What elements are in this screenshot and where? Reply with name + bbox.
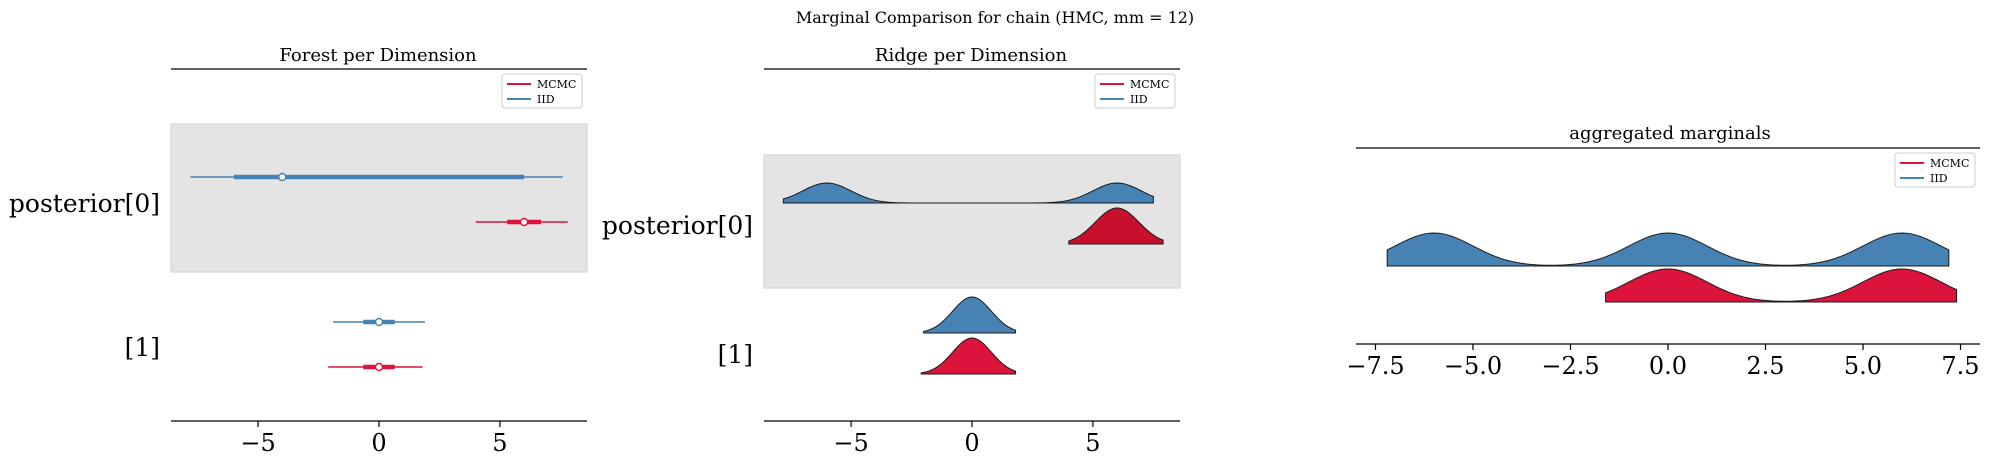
forest-dimension-label: [1]	[125, 333, 160, 362]
forest-xtick-label: 0	[371, 429, 386, 457]
aggregated-xtick-label: −2.5	[1541, 352, 1599, 380]
ridge-xtick-label: −5	[833, 429, 868, 457]
forest-xtick-label: −5	[240, 429, 275, 457]
forest-dimension-label: posterior[0]	[9, 189, 160, 218]
forest-xtick-label: 5	[492, 429, 507, 457]
aggregated-xtick-label: 7.5	[1941, 352, 1979, 380]
legend-mcmc-label: MCMC	[537, 78, 576, 91]
ridge-xtick-label: 0	[964, 429, 979, 457]
aggregated-xtick-label: 2.5	[1746, 352, 1784, 380]
forest-point-iid	[374, 317, 384, 327]
ridge-dimension-label: [1]	[718, 340, 753, 369]
legend-iid-label: IID	[537, 93, 555, 106]
forest-panel: Forest per Dimension −5 0 5 posterior[0] [1…	[9, 45, 588, 457]
ridge-dimension-label: posterior[0]	[602, 211, 753, 240]
ridge-legend: MCMC IID	[1094, 73, 1176, 109]
legend-mcmc-label: MCMC	[1130, 78, 1169, 91]
aggregated-density-mcmc	[1605, 268, 1958, 303]
forest-legend: MCMC IID	[501, 73, 583, 109]
aggregated-legend: MCMC IID	[1894, 152, 1976, 188]
suptitle: Marginal Comparison for chain (HMC, mm =…	[796, 8, 1194, 27]
legend-iid-label: IID	[1130, 93, 1148, 106]
legend-mcmc-label: MCMC	[1930, 157, 1969, 170]
forest-title: Forest per Dimension	[279, 45, 477, 66]
forest-point-mcmc	[519, 217, 529, 227]
aggregated-xtick-label: −7.5	[1346, 352, 1404, 380]
aggregated-density-iid	[1386, 232, 1950, 267]
ridge-density-iid	[923, 296, 1017, 334]
ridge-title: Ridge per Dimension	[875, 45, 1068, 66]
ridge-density-mcmc	[920, 337, 1017, 375]
ridge-panel: Ridge per Dimension −5 0 5 posterior[0] [1]…	[602, 45, 1181, 457]
aggregated-xtick-label: −5.0	[1444, 352, 1502, 380]
shaded-dimension-band	[170, 123, 588, 273]
aggregated-title: aggregated marginals	[1569, 123, 1770, 144]
aggregated-xtick-label: 0.0	[1649, 352, 1687, 380]
legend-iid-label: IID	[1930, 172, 1948, 185]
ridge-density-mcmc	[1068, 207, 1164, 245]
forest-point-mcmc	[374, 362, 384, 372]
forest-point-iid	[278, 172, 287, 182]
aggregated-panel: aggregated marginals −7.5 −5.0 −2.5 0.0 2.5 5…	[1346, 123, 1980, 380]
ridge-xtick-label: 5	[1085, 429, 1100, 457]
ridge-density-iid	[782, 182, 1154, 204]
aggregated-xtick-label: 5.0	[1844, 352, 1882, 380]
